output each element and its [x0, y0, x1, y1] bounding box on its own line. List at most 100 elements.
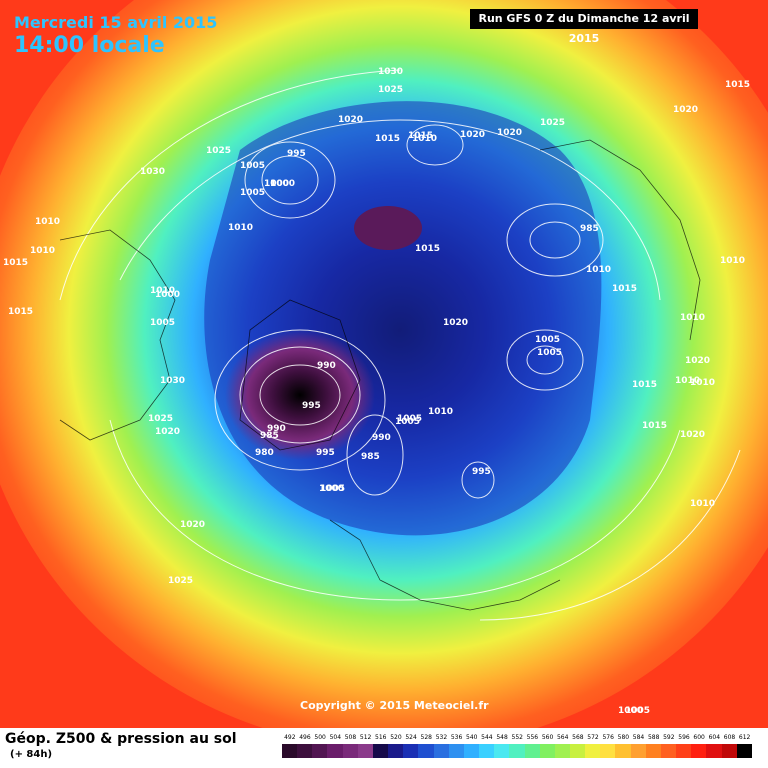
- forecast-hour: (+ 84h): [10, 749, 53, 760]
- isobar-label: 1010: [690, 378, 715, 388]
- scale-label: 540: [466, 734, 478, 741]
- scale-swatch: [615, 744, 631, 758]
- isobar-label: 985: [260, 431, 279, 441]
- scale-label: 580: [617, 734, 630, 741]
- scale-label: 568: [572, 734, 584, 741]
- isobar-label: 1010: [35, 217, 60, 227]
- isobar-label: 1020: [497, 128, 522, 138]
- scale-swatch: [312, 744, 328, 758]
- isobar-label: 1010: [412, 134, 437, 144]
- date-title: Mercredi 15 avril 2015: [14, 13, 218, 32]
- isobar-label: 1030: [160, 376, 185, 386]
- isobar-label: 1005: [150, 318, 175, 328]
- isobar-label: 1025: [378, 85, 403, 95]
- scale-label: 504: [329, 734, 342, 741]
- scale-label: 592: [663, 734, 675, 741]
- isobar-label: 1010: [586, 265, 611, 275]
- scale-swatch: [448, 744, 464, 758]
- isobar-label: 1010: [675, 376, 700, 386]
- scale-swatch: [585, 744, 601, 758]
- scale-swatch: [660, 744, 677, 758]
- isobar-label: 1030: [140, 167, 165, 177]
- isobar-label: 1010: [30, 246, 55, 256]
- isobar-label: 1015: [408, 131, 433, 141]
- scale-swatch: [736, 744, 752, 758]
- scale-label: 508: [344, 734, 357, 741]
- scale-swatch: [706, 744, 722, 758]
- isobar-label: 1015: [642, 421, 667, 431]
- isobar-label: 985: [580, 224, 599, 234]
- isobar-label: 1005: [240, 161, 265, 171]
- scale-swatch: [372, 744, 389, 758]
- isobar-label: 1020: [673, 105, 698, 115]
- isobar-label: 1015: [632, 380, 657, 390]
- isobar-label: 1020: [338, 115, 363, 125]
- isobar-label: 1020: [180, 520, 205, 530]
- isobar-label: 1025: [540, 118, 565, 128]
- scale-swatch: [645, 744, 661, 758]
- purple-low-arctic: [354, 206, 422, 250]
- isobar-label: 1005: [625, 706, 650, 716]
- purple-low-greenland: [225, 330, 375, 460]
- scale-label: 608: [723, 734, 736, 741]
- isobar-label: 1005: [537, 348, 562, 358]
- isobar-label: 990: [317, 361, 336, 371]
- scale-label: 496: [299, 734, 311, 741]
- scale-swatch: [282, 744, 298, 758]
- isobar-label: 995: [472, 467, 491, 477]
- scale-label: 512: [359, 734, 372, 741]
- isobar-label: 1000: [155, 290, 180, 300]
- scale-swatch: [509, 744, 525, 758]
- isobar-label: 1010: [228, 223, 253, 233]
- scale-label: 600: [693, 734, 705, 741]
- scale-labels: 492 496 500 504 508 512 516 520 524 528 532 536 540 5…: [282, 734, 752, 743]
- copyright: Copyright © 2015 Meteociel.fr: [300, 699, 489, 712]
- scale-label: 500: [314, 734, 326, 741]
- isobar-label: 990: [372, 433, 391, 443]
- isobar-label: 1020: [685, 356, 710, 366]
- scale-label: 560: [541, 734, 554, 741]
- isobar-label: 995: [302, 401, 321, 411]
- scale-label: 564: [556, 734, 569, 741]
- scale-label: 556: [526, 734, 539, 741]
- isobar-label: 1005: [397, 414, 422, 424]
- scale-swatch: [479, 744, 495, 758]
- scale-swatch: [418, 744, 434, 758]
- scale-swatch: [463, 744, 480, 758]
- isobar-label: 1015: [3, 258, 28, 268]
- isobar-label: 1020: [460, 130, 485, 140]
- scale-label: 524: [405, 734, 417, 741]
- legend-bar: Géop. Z500 & pression au sol (+ 84h) 492…: [0, 728, 768, 768]
- isobar-label: 1015: [725, 80, 750, 90]
- scale-label: 492: [284, 734, 296, 741]
- isobar-label: 1010: [428, 407, 453, 417]
- scale-swatch: [721, 744, 737, 758]
- scale-swatch: [327, 744, 343, 758]
- coastlines: [59, 139, 701, 611]
- local-time: 14:00 locale: [14, 33, 165, 58]
- isobar-label: 1015: [8, 307, 33, 317]
- scale-label: 604: [708, 734, 721, 741]
- scale-label: 532: [435, 734, 448, 741]
- isobar-label: 1010: [690, 499, 715, 509]
- isobar-label: 1000: [264, 179, 289, 189]
- scale-swatch: [357, 744, 373, 758]
- isobar-label: 1005: [240, 188, 265, 198]
- isobar-label: 1010: [150, 286, 175, 296]
- isobar-label: 980: [255, 448, 274, 458]
- isobar-label: 1025: [168, 576, 193, 586]
- isobar-label: 1000: [319, 484, 344, 494]
- isobar-label: 1005: [320, 484, 345, 494]
- scale-swatch: [554, 744, 570, 758]
- scale-label: 572: [587, 734, 599, 741]
- scale-label: 612: [738, 734, 751, 741]
- isobar-label: 1000: [618, 706, 643, 716]
- parameter-title: Géop. Z500 & pression au sol: [5, 731, 237, 747]
- scale-swatch: [691, 744, 707, 758]
- scale-label: 528: [420, 734, 432, 741]
- isobar-label: 985: [361, 452, 380, 462]
- isobar-label: 1010: [680, 313, 705, 323]
- run-label: Run GFS 0 Z du Dimanche 12 avril 2015: [470, 9, 698, 45]
